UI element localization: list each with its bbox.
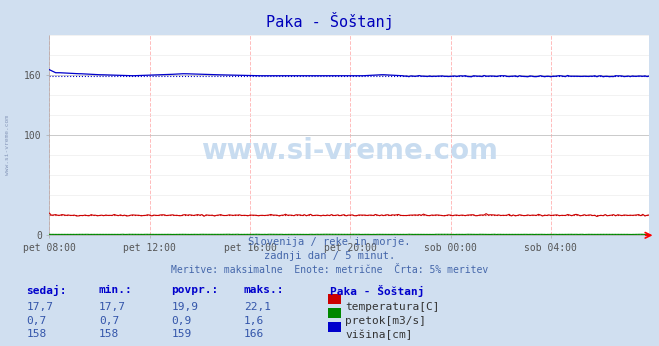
- Text: 0,7: 0,7: [99, 316, 119, 326]
- Text: Meritve: maksimalne  Enote: metrične  Črta: 5% meritev: Meritve: maksimalne Enote: metrične Črta…: [171, 265, 488, 275]
- Text: Paka - Šoštanj: Paka - Šoštanj: [330, 285, 424, 298]
- Text: 17,7: 17,7: [99, 302, 126, 312]
- Text: 158: 158: [99, 329, 119, 339]
- Text: min.:: min.:: [99, 285, 132, 295]
- Text: 22,1: 22,1: [244, 302, 271, 312]
- Text: temperatura[C]: temperatura[C]: [345, 302, 440, 312]
- Text: Slovenija / reke in morje.: Slovenija / reke in morje.: [248, 237, 411, 247]
- Text: 17,7: 17,7: [26, 302, 53, 312]
- Text: 1,6: 1,6: [244, 316, 264, 326]
- Text: zadnji dan / 5 minut.: zadnji dan / 5 minut.: [264, 251, 395, 261]
- Text: Paka - Šoštanj: Paka - Šoštanj: [266, 12, 393, 30]
- Text: 0,9: 0,9: [171, 316, 192, 326]
- Text: 158: 158: [26, 329, 47, 339]
- Text: pretok[m3/s]: pretok[m3/s]: [345, 316, 426, 326]
- Text: sedaj:: sedaj:: [26, 285, 67, 297]
- Text: 159: 159: [171, 329, 192, 339]
- Text: višina[cm]: višina[cm]: [345, 329, 413, 340]
- Text: 19,9: 19,9: [171, 302, 198, 312]
- Text: www.si-vreme.com: www.si-vreme.com: [201, 137, 498, 165]
- Text: maks.:: maks.:: [244, 285, 284, 295]
- Text: www.si-vreme.com: www.si-vreme.com: [5, 115, 11, 175]
- Text: 166: 166: [244, 329, 264, 339]
- Text: 0,7: 0,7: [26, 316, 47, 326]
- Text: povpr.:: povpr.:: [171, 285, 219, 295]
